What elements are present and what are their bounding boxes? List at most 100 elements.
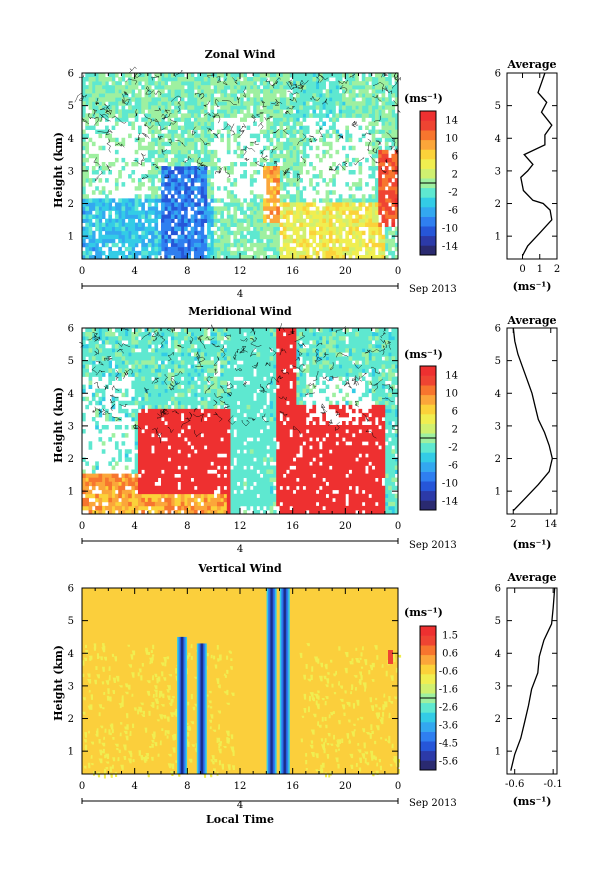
heatmap-color-band	[263, 166, 386, 260]
meridional-colorbar: 14 10 6 2 -2 -6 -10 -14	[419, 365, 458, 511]
y-tick-label: 4	[68, 649, 74, 660]
colorbar-swatch	[420, 423, 436, 434]
average-y-tick-label: 5	[495, 356, 501, 367]
y-tick-label: 2	[68, 454, 74, 465]
meridional-height-label: Height (km)	[52, 387, 65, 463]
meridional-wind-panel: Meridional Wind Height (km) 0 4 8 12 16 20 012…	[52, 305, 558, 555]
heatmap-color-band	[82, 473, 228, 515]
colorbar-tick-label: 10	[445, 389, 458, 400]
colorbar-tick-label: 14	[445, 116, 458, 127]
colorbar-swatch	[420, 197, 436, 208]
heatmap-contour-lines	[79, 323, 399, 444]
updraft-patch	[388, 650, 393, 664]
vertical-colorbar-unit: (ms⁻¹)	[404, 606, 443, 619]
colorbar-swatch	[420, 139, 436, 150]
zonal-height-label: Height (km)	[52, 132, 65, 208]
colorbar-swatch	[420, 452, 436, 463]
y-tick-label: 5	[68, 616, 74, 627]
y-tick-label: 1	[68, 747, 74, 758]
vertical-date-line: 4 Sep 2013	[237, 798, 457, 811]
colorbar-tick-label: -6	[448, 206, 458, 217]
zonal-date-label: Sep 2013	[409, 284, 457, 295]
average-frame	[506, 587, 558, 775]
x-tick-label: 4	[131, 521, 137, 532]
colorbar-tick-label: -10	[442, 479, 458, 490]
heatmap-color-band	[378, 149, 399, 228]
meridional-average-title: Average	[506, 314, 556, 327]
vertical-colorbar: 1.5 0.6 -0.6 -1.6 -2.6 -3.6 -4.5 -5.6	[419, 625, 458, 771]
colorbar-swatch	[420, 375, 436, 386]
colorbar-tick-label: 10	[445, 134, 458, 145]
average-y-tick-label: 6	[495, 324, 501, 335]
average-x-tick-label: 1	[537, 264, 543, 275]
heatmap-color-band	[82, 473, 228, 515]
x-tick-label: 20	[339, 781, 352, 792]
colorbar-swatch	[420, 635, 436, 646]
colorbar-swatch	[420, 120, 436, 131]
heatmap-color-band	[82, 73, 346, 260]
colorbar-swatch	[420, 385, 436, 396]
y-tick-label: 6	[68, 324, 74, 335]
x-tick-label: 0	[395, 781, 401, 792]
colorbar-swatch	[420, 481, 436, 492]
colorbar-swatch	[420, 394, 436, 405]
colorbar-swatch	[420, 149, 436, 160]
y-tick-label: 3	[68, 166, 74, 177]
zonal-wind-heatmap	[74, 66, 401, 260]
average-y-tick-label: 5	[495, 616, 501, 627]
y-tick-label: 3	[68, 421, 74, 432]
y-tick-label: 2	[68, 199, 74, 210]
y-tick-label: 1	[68, 487, 74, 498]
colorbar-swatch	[420, 226, 436, 237]
average-y-tick-label: 3	[495, 681, 501, 692]
meridional-wind-heatmap	[79, 323, 399, 515]
zonal-average-xlabel: (ms⁻¹)	[513, 280, 552, 293]
y-tick-label: 6	[68, 69, 74, 80]
colorbar-swatch	[420, 130, 436, 141]
colorbar-swatch	[420, 500, 436, 511]
local-time-axis-label: Local Time	[206, 813, 274, 826]
colorbar-tick-label: -2	[448, 188, 458, 199]
average-y-tick-label: 1	[495, 747, 501, 758]
colorbar-tick-label: 0.6	[442, 649, 458, 660]
x-tick-label: 16	[286, 781, 299, 792]
downdraft-streak	[180, 636, 184, 774]
colorbar-swatch	[420, 216, 436, 227]
vertical-background	[82, 588, 398, 774]
colorbar-swatch	[420, 404, 436, 415]
colorbar-tick-label: -10	[442, 224, 458, 235]
y-tick-label: 5	[68, 101, 74, 112]
heatmap-color-band	[137, 328, 386, 515]
x-tick-label: 8	[184, 266, 190, 277]
zonal-wind-title: Zonal Wind	[205, 48, 276, 61]
meridional-day-label: 4	[237, 544, 243, 555]
colorbar-swatch	[420, 235, 436, 246]
average-y-tick-label: 4	[495, 649, 501, 660]
colorbar-swatch	[420, 442, 436, 453]
heatmap-color-band	[82, 73, 399, 260]
colorbar-swatch	[420, 654, 436, 665]
x-tick-label: 8	[184, 521, 190, 532]
average-x-tick-label: -0.6	[505, 779, 524, 790]
x-tick-label: 0	[79, 781, 85, 792]
colorbar-tick-label: -14	[442, 242, 458, 253]
colorbar-swatch	[420, 750, 436, 761]
average-x-tick-label: 2	[554, 264, 560, 275]
meridional-average-profile: 1 2 3 4 5 6 2 14	[495, 324, 558, 530]
downdraft-streak	[200, 643, 203, 774]
colorbar-swatch	[420, 159, 436, 169]
y-tick-label: 4	[68, 389, 74, 400]
x-tick-label: 4	[131, 266, 137, 277]
x-tick-label: 12	[234, 266, 247, 277]
average-y-tick-label: 6	[495, 584, 501, 595]
vertical-wind-heatmap	[82, 588, 402, 779]
zonal-wind-panel: Zonal Wind Height (km) 0 4 8 12 16 20 0123456 …	[52, 48, 560, 300]
x-tick-label: 8	[184, 781, 190, 792]
average-y-tick-label: 3	[495, 421, 501, 432]
colorbar-swatch	[420, 683, 436, 694]
y-tick-label: 6	[68, 584, 74, 595]
average-y-tick-label: 2	[495, 199, 501, 210]
y-tick-label: 5	[68, 356, 74, 367]
